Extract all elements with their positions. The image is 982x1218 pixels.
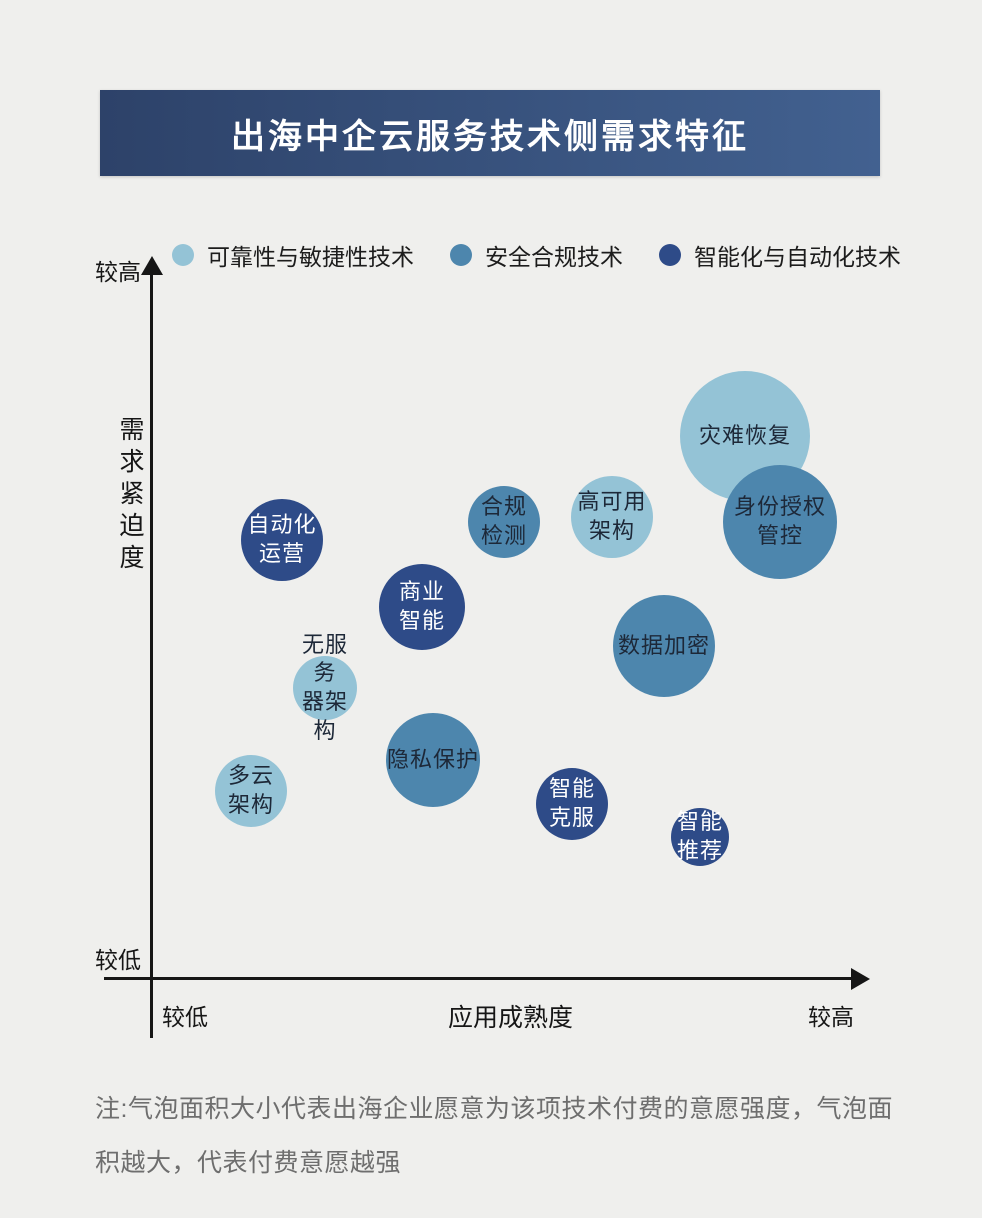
bubble-label: 灾难恢复 [698, 422, 791, 448]
bubble-label: 智能 [548, 776, 595, 802]
x-axis-arrow-icon [851, 967, 870, 990]
legend-label: 安全合规技术 [485, 244, 623, 270]
bubble-label: 智能 [398, 608, 445, 633]
footnote: 注:气泡面积大小代表出海企业愿意为该项技术付费的意愿强度，气泡面积越大，代表付费… [95, 1095, 893, 1177]
legend-dot-reliability-icon [172, 244, 194, 266]
bubble-serverless-architecture: 无服务 器架构 [293, 632, 357, 743]
bubble-multi-cloud-architecture: 多云 架构 [215, 755, 287, 827]
x-axis-line [104, 977, 856, 980]
legend-item-intelligence: 智能化与自动化技术 [659, 238, 901, 272]
page-title: 出海中企云服务技术侧需求特征 [231, 117, 749, 156]
bubble-label: 多云 [227, 763, 274, 789]
bubble-business-intelligence: 商业 智能 [379, 564, 465, 650]
bubble-automated-operations: 自动化 运营 [241, 499, 323, 581]
bubble-label: 无服务 [301, 631, 348, 686]
bubble-label: 隐私保护 [386, 746, 479, 772]
y-axis-min-label: 较低 [95, 947, 141, 973]
x-axis-title: 应用成熟度 [447, 1004, 573, 1032]
bubble-label: 克服 [548, 805, 595, 830]
bubble-label: 商业 [398, 579, 445, 605]
legend-item-security: 安全合规技术 [450, 238, 623, 272]
y-axis-max-label: 较高 [95, 259, 141, 285]
bubble-label: 架构 [588, 518, 635, 543]
bubble-intelligent-recommendation: 智能 推荐 [671, 808, 729, 866]
legend-item-reliability: 可靠性与敏捷性技术 [172, 238, 414, 272]
bubble-label: 推荐 [676, 838, 723, 863]
bubble-label: 检测 [480, 523, 527, 548]
legend-label: 可靠性与敏捷性技术 [207, 244, 414, 270]
chart-legend: 可靠性与敏捷性技术 安全合规技术 智能化与自动化技术 [172, 238, 901, 272]
bubble-label: 数据加密 [617, 632, 710, 658]
legend-label: 智能化与自动化技术 [694, 244, 901, 270]
bubble-identity-authorization-control: 身份授权 管控 [723, 465, 837, 579]
title-banner: 出海中企云服务技术侧需求特征 [100, 90, 880, 176]
bubble-label: 管控 [756, 523, 803, 548]
legend-dot-security-icon [450, 244, 472, 266]
bubble-label: 合规 [480, 494, 527, 520]
bubble-label: 智能 [676, 809, 723, 835]
bubble-label: 运营 [258, 541, 305, 566]
bubble-label: 器架构 [301, 689, 348, 743]
y-axis-line [150, 272, 153, 1038]
bubble-label: 身份授权 [733, 494, 826, 520]
bubble-high-availability-architecture: 高可用 架构 [571, 476, 653, 558]
bubble-label: 自动化 [247, 512, 317, 538]
bubble-data-encryption: 数据加密 [613, 595, 715, 697]
bubble-label: 高可用 [577, 489, 647, 515]
bubble-intelligent-customer-service: 智能 克服 [536, 768, 608, 840]
bubble-privacy-protection: 隐私保护 [386, 713, 480, 807]
legend-dot-intelligence-icon [659, 244, 681, 266]
x-axis-max-label: 较高 [808, 1004, 854, 1030]
y-axis-arrow-icon [141, 256, 163, 275]
y-axis-title: 需求紧迫度 [116, 416, 144, 576]
bubble-label: 架构 [227, 792, 274, 817]
bubble-compliance-detection: 合规 检测 [468, 486, 540, 558]
x-axis-min-label: 较低 [162, 1004, 208, 1030]
